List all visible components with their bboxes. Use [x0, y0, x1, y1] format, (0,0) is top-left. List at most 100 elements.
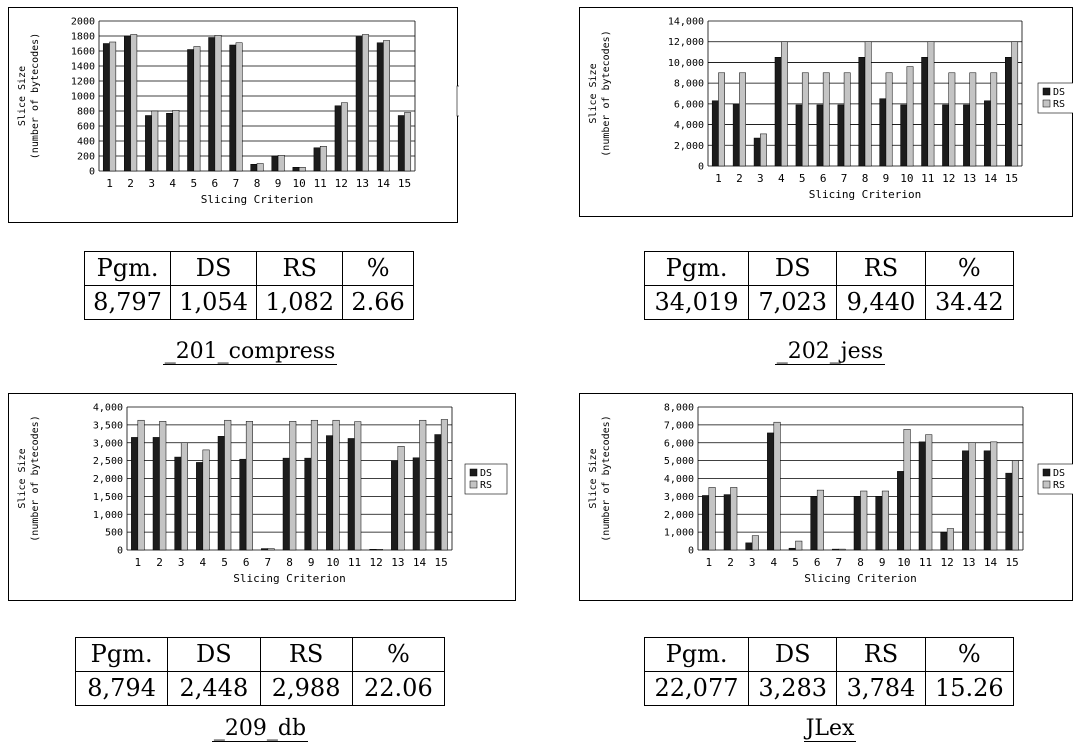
bar-ds — [921, 57, 929, 167]
y-tick-label: 500 — [105, 528, 123, 539]
bar-rs — [341, 102, 348, 172]
y-tick-label: 600 — [77, 122, 95, 133]
x-tick-label: 10 — [900, 172, 913, 185]
table-header-row: Pgm. DS RS % — [643, 637, 1015, 672]
y-tick-label: 4,000 — [93, 403, 123, 414]
bar-ds — [355, 36, 363, 172]
table-header-row: Pgm. DS RS % — [74, 637, 446, 672]
value-ds: 3,283 — [748, 671, 838, 706]
bar-rs — [864, 41, 872, 167]
x-tick-label: 7 — [233, 177, 240, 190]
bar-rs — [838, 548, 846, 551]
table-jess: Pgm. DS RS % 34,019 7,023 9,440 34.42 — [643, 251, 1015, 320]
bar-rs — [214, 35, 222, 172]
y-tick-label: 0 — [117, 546, 123, 557]
table-value-row: 22,077 3,283 3,784 15.26 — [643, 671, 1015, 706]
legend-swatch — [1042, 480, 1051, 489]
chart-compress: 0 200 400 600 800 1000 1200 1400 1600 1800 2000 1 2 3… — [8, 7, 459, 223]
value-rs: 3,784 — [836, 671, 926, 706]
header-ds: DS — [748, 251, 838, 286]
x-tick-label: 6 — [814, 556, 821, 569]
x-tick-label: 3 — [178, 556, 185, 569]
bar-ds — [753, 137, 761, 167]
bar-rs — [245, 421, 253, 551]
bar-rs — [760, 133, 767, 167]
y-tick-label: 0 — [698, 162, 704, 173]
bar-ds — [702, 495, 710, 551]
bar-rs — [948, 72, 956, 167]
header-percent: % — [924, 251, 1015, 286]
x-tick-label: 5 — [221, 556, 228, 569]
y-axis-label-units: (number of bytecodes) — [601, 415, 612, 541]
y-tick-label: 2,000 — [664, 510, 694, 521]
legend-label: DS — [480, 468, 492, 479]
header-pgm: Pgm. — [643, 251, 750, 286]
header-percent: % — [342, 251, 414, 286]
x-tick-label: 15 — [1006, 556, 1019, 569]
bar-ds — [229, 44, 237, 172]
x-tick-label: 11 — [314, 177, 327, 190]
y-tick-label: 0 — [89, 167, 95, 178]
bar-rs — [816, 489, 824, 551]
bar-rs — [298, 167, 306, 172]
x-tick-label: 2 — [127, 177, 134, 190]
bar-ds — [963, 104, 970, 167]
bar-rs — [137, 419, 145, 551]
bar-ds — [837, 104, 845, 167]
bar-ds — [983, 450, 991, 551]
legend-label: DS — [1053, 468, 1065, 479]
table-value-row: 8,797 1,054 1,082 2.66 — [83, 285, 414, 320]
value-percent: 2.66 — [342, 285, 414, 320]
header-rs: RS — [836, 251, 926, 286]
bar-rs — [903, 429, 911, 551]
caption-text: _201_compress — [162, 339, 338, 365]
y-tick-label: 200 — [77, 152, 95, 163]
x-tick-label: 10 — [293, 177, 306, 190]
value-rs: 2,988 — [259, 671, 353, 706]
value-percent: 22.06 — [351, 671, 446, 706]
y-tick-label: 0 — [688, 546, 694, 557]
bar-ds — [984, 100, 991, 167]
legend-swatch — [469, 480, 478, 489]
x-tick-label: 11 — [348, 556, 361, 569]
header-rs: RS — [256, 251, 344, 286]
bar-rs — [172, 110, 180, 172]
y-tick-label: 1,500 — [93, 492, 123, 503]
legend-label: DS — [1053, 87, 1065, 98]
bar-ds — [326, 435, 334, 551]
bar-ds — [313, 147, 321, 172]
header-ds: DS — [748, 637, 838, 672]
y-tick-label: 400 — [77, 137, 95, 148]
x-tick-label: 14 — [377, 177, 391, 190]
bar-rs — [843, 72, 851, 167]
bar-ds — [250, 164, 258, 172]
caption-db: _209_db — [110, 716, 410, 742]
value-pgm: 34,019 — [643, 285, 750, 320]
bar-rs — [885, 72, 893, 167]
bar-ds — [131, 437, 139, 551]
table-header-row: Pgm. DS RS % — [83, 251, 414, 286]
x-tick-label: 7 — [265, 556, 272, 569]
y-axis-label: Slice Size — [17, 448, 28, 508]
header-rs: RS — [259, 637, 353, 672]
bar-ds — [853, 496, 861, 551]
table-jlex: Pgm. DS RS % 22,077 3,283 3,784 15.26 — [643, 637, 1015, 706]
value-ds: 2,448 — [167, 671, 261, 706]
x-tick-label: 9 — [883, 172, 890, 185]
bar-ds — [732, 103, 740, 167]
y-tick-label: 1200 — [71, 77, 95, 88]
chart-jlex-svg: 0 1,000 2,000 3,000 4,000 5,000 6,000 7,000 8,00… — [588, 403, 1073, 585]
x-tick-label: 3 — [757, 172, 764, 185]
chart-jess: 0 2,000 4,000 6,000 8,000 10,000 12,000 14,000 1… — [579, 7, 1073, 217]
x-tick-label: 14 — [984, 172, 998, 185]
x-tick-label: 2 — [727, 556, 734, 569]
x-tick-label: 8 — [286, 556, 293, 569]
bar-ds — [962, 450, 970, 551]
legend-box — [456, 85, 459, 117]
chart-jess-svg: 0 2,000 4,000 6,000 8,000 10,000 12,000 14,000 1… — [588, 17, 1073, 201]
bar-rs — [130, 34, 138, 172]
y-tick-label: 7,000 — [664, 420, 694, 431]
x-axis-label: Slicing Criterion — [804, 572, 917, 585]
bar-rs — [419, 419, 427, 551]
bar-ds — [217, 436, 225, 551]
